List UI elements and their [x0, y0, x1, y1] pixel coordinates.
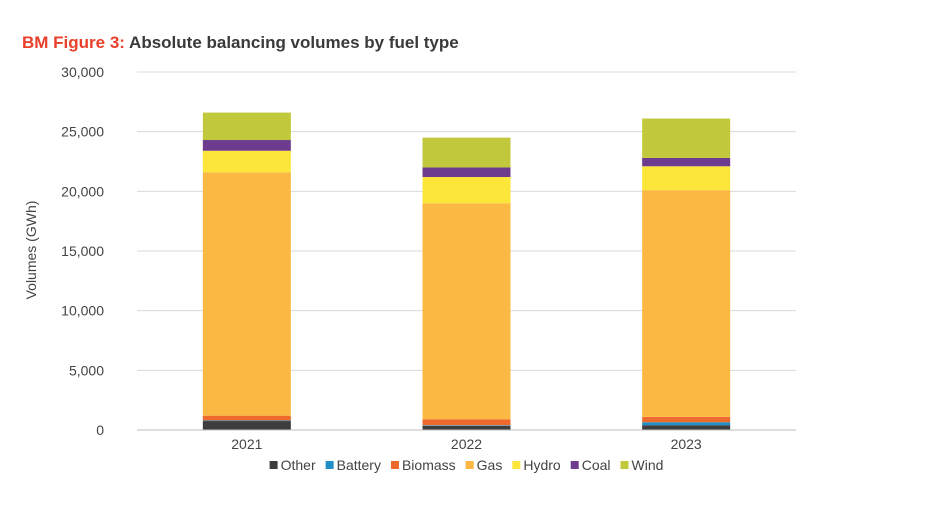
bar-segment-other-2022: [422, 425, 511, 430]
bar-segment-battery-2022: [422, 425, 511, 426]
legend-item-battery: Battery: [325, 457, 381, 473]
legend-swatch: [325, 461, 334, 469]
legend-item-biomass: Biomass: [390, 457, 456, 473]
bar-segment-coal-2022: [422, 167, 511, 178]
legend-label: Coal: [582, 457, 611, 473]
y-tick-label: 5,000: [69, 362, 104, 378]
bar-segment-biomass-2023: [642, 416, 731, 423]
legend-item-wind: Wind: [620, 457, 664, 473]
y-tick-label: 20,000: [61, 183, 104, 199]
bar-segment-wind-2022: [422, 137, 511, 168]
bar-segment-hydro-2022: [422, 177, 511, 204]
y-tick-label: 25,000: [61, 124, 104, 140]
bar-segment-battery-2023: [642, 422, 731, 426]
bars: [202, 112, 731, 430]
legend-swatch: [570, 461, 579, 469]
legend-swatch: [465, 461, 474, 469]
bar-segment-gas-2022: [422, 203, 511, 420]
x-tick-label: 2021: [231, 436, 262, 452]
legend-label: Gas: [477, 457, 503, 473]
bar-segment-biomass-2021: [202, 415, 291, 421]
legend-item-hydro: Hydro: [512, 457, 561, 473]
bar-segment-coal-2021: [202, 140, 291, 151]
figure-title-text: Absolute balancing volumes by fuel type: [124, 33, 459, 52]
legend-label: Biomass: [402, 457, 456, 473]
legend-swatch: [620, 461, 629, 469]
bar-segment-hydro-2021: [202, 150, 291, 173]
legend-label: Wind: [632, 457, 664, 473]
bar-segment-wind-2021: [202, 112, 291, 141]
bar-segment-gas-2023: [642, 190, 731, 417]
bar-segment-biomass-2022: [422, 419, 511, 426]
figure-title: BM Figure 3: Absolute balancing volumes …: [22, 33, 459, 53]
legend-swatch: [512, 461, 521, 469]
legend-swatch: [269, 461, 278, 469]
y-tick-label: 10,000: [61, 303, 104, 319]
bar-segment-other-2021: [202, 421, 291, 430]
bar-segment-coal-2023: [642, 157, 731, 167]
bar-segment-hydro-2023: [642, 166, 731, 191]
legend: Other Battery Biomass Gas Hydro Coal Wind: [269, 457, 664, 473]
x-axis-tick-labels: 2021 2022 2023: [231, 436, 702, 452]
legend-item-other: Other: [269, 457, 316, 473]
bar-segment-other-2023: [642, 425, 731, 430]
x-tick-label: 2022: [451, 436, 482, 452]
y-axis-tick-labels: 0 5,000 10,000 15,000 20,000 25,000 30,000: [61, 64, 104, 438]
legend-label: Other: [281, 457, 316, 473]
legend-item-coal: Coal: [570, 457, 611, 473]
legend-label: Battery: [337, 457, 381, 473]
y-tick-label: 30,000: [61, 64, 104, 80]
legend-label: Hydro: [523, 457, 561, 473]
bar-segment-gas-2021: [202, 172, 291, 416]
bar-segment-battery-2021: [202, 420, 291, 422]
bar-segment-wind-2023: [642, 118, 731, 158]
y-tick-label: 0: [96, 422, 104, 438]
figure-prefix: BM Figure 3:: [22, 33, 125, 52]
legend-item-gas: Gas: [465, 457, 503, 473]
y-tick-label: 15,000: [61, 243, 104, 259]
y-axis-label: Volumes (GWh): [23, 201, 39, 300]
legend-swatch: [390, 461, 399, 469]
x-tick-label: 2023: [671, 436, 702, 452]
